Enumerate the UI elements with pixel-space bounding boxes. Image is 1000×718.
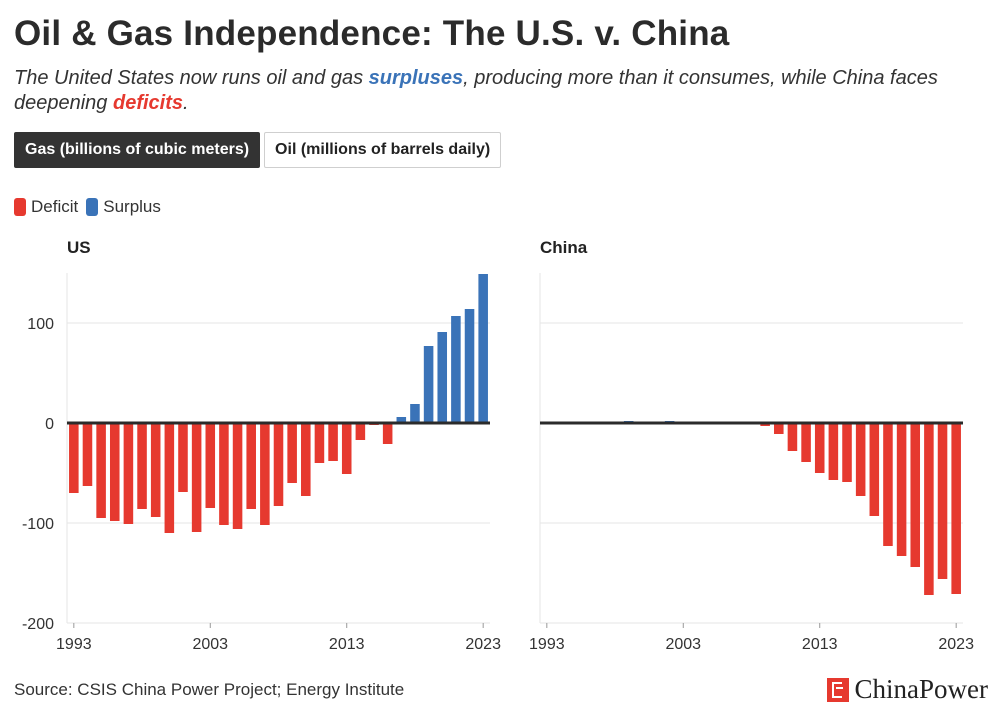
us-y-tick-label: -200 xyxy=(22,616,54,633)
legend: Deficit Surplus xyxy=(14,197,169,217)
us-bar-2001 xyxy=(178,423,188,492)
us-bar-1993 xyxy=(69,423,79,493)
china-bar-2012 xyxy=(801,423,811,462)
us-bar-2009 xyxy=(287,423,297,483)
us-bar-2000 xyxy=(164,423,175,533)
tab-oil[interactable]: Oil (millions of barrels daily) xyxy=(264,132,502,168)
china-bar-2011 xyxy=(787,423,798,451)
subtitle-deficit-word: deficits xyxy=(112,92,184,114)
us-bar-1996 xyxy=(109,423,120,521)
metric-tabs: Gas (billions of cubic meters) Oil (mill… xyxy=(14,132,502,168)
us-bar-1995 xyxy=(96,423,106,518)
us-x-tick-label: 1993 xyxy=(56,636,92,653)
us-bar-2020 xyxy=(437,332,448,423)
us-y-tick-label: 100 xyxy=(27,316,54,333)
china-bar-2019 xyxy=(896,423,907,556)
china-bar-2017 xyxy=(869,423,880,516)
brand-name: ChinaPower xyxy=(854,674,988,704)
tab-gas[interactable]: Gas (billions of cubic meters) xyxy=(14,132,261,168)
china-power-logo-icon xyxy=(826,677,849,702)
us-bar-2008 xyxy=(273,423,284,506)
us-bar-2007 xyxy=(260,423,270,525)
subtitle-surplus-word: surpluses xyxy=(368,67,464,89)
china-bar-2014 xyxy=(828,423,839,480)
panel-title-us: US xyxy=(67,238,91,257)
us-bar-2018 xyxy=(410,404,420,423)
us-x-tick-label: 2023 xyxy=(465,636,501,653)
us-bar-2010 xyxy=(301,423,311,496)
chart-subtitle: The United States now runs oil and gas s… xyxy=(14,66,974,116)
china-bar-2023 xyxy=(951,423,961,594)
legend-label-deficit: Deficit xyxy=(31,197,79,216)
us-bar-1997 xyxy=(123,423,134,524)
chart-title: Oil & Gas Independence: The U.S. v. Chin… xyxy=(14,14,730,53)
china-bar-2010 xyxy=(774,423,784,434)
us-bar-2021 xyxy=(451,316,461,423)
us-bar-1999 xyxy=(150,423,161,517)
subtitle-text-1: The United States now runs oil and gas xyxy=(14,67,369,89)
us-bar-1998 xyxy=(137,423,147,509)
china-bar-2015 xyxy=(842,423,852,482)
china-bar-2020 xyxy=(910,423,921,567)
legend-swatch-deficit xyxy=(14,198,26,216)
legend-swatch-surplus xyxy=(86,198,99,216)
us-bar-2019 xyxy=(423,346,434,423)
charts-area: -200 -100 0 100 1993 2003 2013 2023 1993 2003 2013… xyxy=(22,273,974,653)
china-bar-2013 xyxy=(814,423,825,473)
source-note: Source: CSIS China Power Project; Energy… xyxy=(14,680,405,699)
us-bar-2005 xyxy=(232,423,243,529)
us-bar-2004 xyxy=(219,423,229,525)
china-bar-2022 xyxy=(937,423,948,579)
us-bar-2003 xyxy=(205,423,216,508)
china-x-tick-label: 2003 xyxy=(665,636,701,653)
legend-item-deficit: Deficit xyxy=(14,197,78,217)
us-bar-2022 xyxy=(464,309,475,423)
us-y-tick-label: -100 xyxy=(22,516,54,533)
us-bar-2017 xyxy=(396,417,407,423)
china-bar-2021 xyxy=(924,423,934,595)
us-bar-2013 xyxy=(341,423,352,474)
us-bar-2016 xyxy=(382,423,393,444)
legend-item-surplus: Surplus xyxy=(86,197,161,217)
us-bar-2012 xyxy=(328,423,338,461)
us-x-tick-label: 2013 xyxy=(329,636,365,653)
us-bar-2002 xyxy=(191,423,202,532)
subtitle-text-2: , producing more than it consumes, while… xyxy=(14,67,938,114)
us-bar-1994 xyxy=(82,423,93,486)
us-bar-2023 xyxy=(478,274,488,423)
subtitle-text-3: . xyxy=(183,92,189,114)
china-bar-2018 xyxy=(883,423,893,546)
us-bar-2014 xyxy=(355,423,366,440)
legend-label-surplus: Surplus xyxy=(103,197,161,216)
china-x-tick-label: 2013 xyxy=(802,636,838,653)
us-bar-2011 xyxy=(314,423,325,463)
panel-title-china: China xyxy=(540,238,588,257)
china-x-tick-label: 1993 xyxy=(529,636,565,653)
china-x-tick-label: 2023 xyxy=(938,636,974,653)
brand-logo: ChinaPower xyxy=(826,674,988,705)
us-bar-2006 xyxy=(246,423,256,509)
china-bar-2016 xyxy=(855,423,866,496)
us-x-tick-label: 2003 xyxy=(192,636,228,653)
us-y-tick-label: 0 xyxy=(45,416,54,433)
